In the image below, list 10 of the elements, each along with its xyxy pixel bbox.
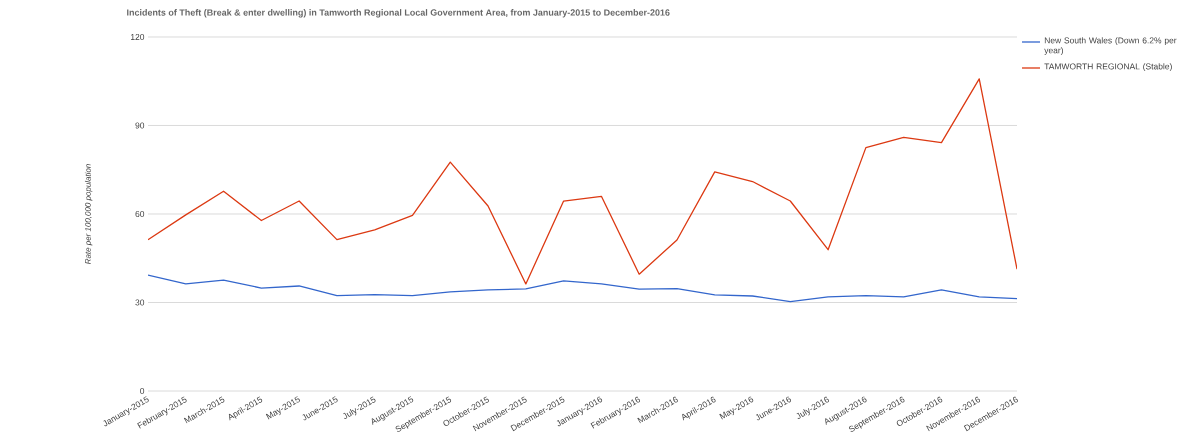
y-tick-label: 120	[130, 34, 145, 40]
chart-title: Incidents of Theft (Break & enter dwelling) in Tamworth Regional Local Government Area, from January-2015 to December-2016	[127, 9, 670, 18]
legend-label: TAMWORTH REGIONAL (Stable)	[1044, 63, 1172, 72]
line-series	[148, 274, 1018, 303]
y-tick-label: 60	[135, 211, 145, 217]
legend-label: New South Wales (Down 6.2% per year)	[1044, 37, 1177, 56]
y-tick-label: 30	[135, 299, 145, 306]
line-series	[148, 78, 1018, 285]
y-tick-label: 0	[140, 388, 145, 394]
y-tick-label: 90	[135, 122, 145, 129]
